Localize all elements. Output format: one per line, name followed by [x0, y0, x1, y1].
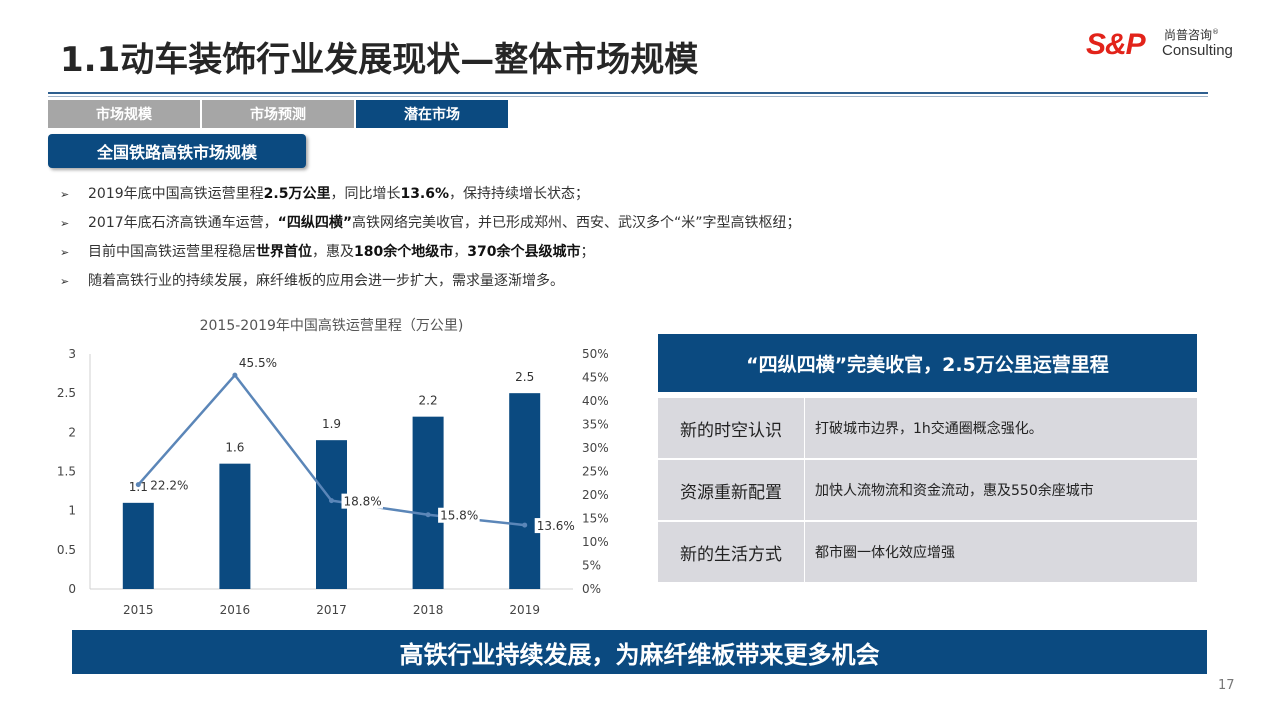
- x-tick-label: 2019: [509, 603, 540, 617]
- bar: [509, 393, 541, 589]
- info-key: 资源重新配置: [658, 460, 805, 520]
- line-point: [522, 522, 528, 528]
- info-value: 都市圈一体化效应增强: [815, 545, 955, 561]
- bar: [122, 502, 154, 589]
- line-point: [329, 498, 334, 504]
- x-tick-label: 2018: [413, 603, 444, 617]
- x-tick-label: 2015: [123, 603, 154, 617]
- line-label-bg: [438, 507, 480, 523]
- right-tick-label: 20%: [582, 488, 609, 502]
- bar-data-label: 2.2: [419, 394, 438, 408]
- right-tick-label: 15%: [582, 512, 609, 526]
- left-tick-label: 2: [68, 425, 76, 439]
- logo-cn: 尚普咨询®: [1164, 28, 1220, 42]
- right-tick-label: 10%: [582, 535, 609, 549]
- conclusion-banner: 高铁行业持续发展，为麻纤维板带来更多机会: [72, 630, 1207, 674]
- line-label-bg: [148, 477, 190, 493]
- bar-data-label: 1.6: [225, 441, 244, 455]
- tab-market-size[interactable]: 市场规模: [48, 100, 200, 128]
- bullet-item: ➢ 目前中国高铁运营里程稳居世界首位，惠及180余个地级市，370余个县级城市；: [60, 240, 801, 269]
- header-divider-thin: [48, 96, 1208, 97]
- tab-potential-market[interactable]: 潜在市场: [356, 100, 508, 128]
- tab-market-forecast[interactable]: 市场预测: [202, 100, 354, 128]
- line-data-label: 45.5%: [239, 356, 277, 370]
- bar: [219, 463, 251, 589]
- header-divider: [48, 92, 1208, 94]
- logo-mark: S&P: [1086, 28, 1146, 61]
- bullet-item: ➢ 2019年底中国高铁运营里程2.5万公里，同比增长13.6%，保持持续增长状态…: [60, 182, 801, 211]
- line-point: [425, 512, 431, 518]
- info-table-header: “四纵四横”完美收官，2.5万公里运营里程: [658, 334, 1197, 392]
- info-key: 新的时空认识: [658, 398, 805, 458]
- bullet-list: ➢ 2019年底中国高铁运营里程2.5万公里，同比增长13.6%，保持持续增长状态…: [60, 182, 801, 298]
- line-data-label: 13.6%: [537, 519, 575, 533]
- section-title: 全国铁路高铁市场规模: [48, 134, 306, 168]
- bullet-item: ➢ 随着高铁行业的持续发展，麻纤维板的应用会进一步扩大，需求量逐渐增多。: [60, 269, 801, 298]
- chart-title: 2015-2019年中国高铁运营里程（万公里): [200, 317, 464, 334]
- line-label-bg: [534, 518, 577, 534]
- right-tick-label: 35%: [582, 418, 609, 432]
- page-title: 1.1动车装饰行业发展现状—整体市场规模: [60, 40, 699, 80]
- line-point: [232, 372, 238, 378]
- line-point: [135, 482, 141, 488]
- right-tick-label: 50%: [582, 347, 609, 361]
- info-row: 新的生活方式 都市圈一体化效应增强: [658, 522, 1197, 582]
- bar: [412, 416, 444, 589]
- bar-data-label: 2.5: [515, 370, 534, 384]
- line-data-label: 22.2%: [150, 479, 188, 493]
- line-label-bg: [341, 493, 383, 509]
- line-data-label: 18.8%: [344, 495, 382, 509]
- line-data-label: 15.8%: [440, 509, 478, 523]
- arrow-icon: ➢: [60, 275, 70, 288]
- info-value: 打破城市边界，1h交通圈概念强化。: [815, 421, 1043, 437]
- left-tick-label: 3: [68, 347, 76, 361]
- arrow-icon: ➢: [60, 217, 70, 230]
- right-tick-label: 25%: [582, 465, 609, 479]
- line-label-bg: [236, 355, 279, 371]
- right-tick-label: 30%: [582, 441, 609, 455]
- x-tick-label: 2017: [316, 603, 347, 617]
- logo: S&P 尚普咨询® Consulting: [1086, 26, 1246, 66]
- right-tick-label: 45%: [582, 371, 609, 385]
- right-tick-label: 40%: [582, 394, 609, 408]
- bar: [316, 440, 347, 589]
- arrow-icon: ➢: [60, 246, 70, 259]
- x-tick-label: 2016: [220, 603, 251, 617]
- info-key: 新的生活方式: [658, 522, 805, 582]
- right-tick-label: 5%: [582, 559, 601, 573]
- left-tick-label: 0: [68, 582, 76, 596]
- left-tick-label: 0.5: [57, 543, 76, 557]
- info-row: 新的时空认识 打破城市边界，1h交通圈概念强化。: [658, 398, 1197, 458]
- left-tick-label: 1.5: [57, 465, 76, 479]
- bar-data-label: 1.9: [322, 417, 341, 431]
- page-number: 17: [1218, 678, 1235, 693]
- bullet-item: ➢ 2017年底石济高铁通车运营，“四纵四横”高铁网络完美收官，并已形成郑州、西安…: [60, 211, 801, 240]
- info-row: 资源重新配置 加快人流物流和资金流动，惠及550余座城市: [658, 460, 1197, 520]
- left-tick-label: 1: [68, 504, 76, 518]
- mileage-chart: 2015-2019年中国高铁运营里程（万公里)00.511.522.530%5%…: [57, 317, 609, 617]
- logo-en: Consulting: [1162, 42, 1233, 59]
- left-tick-label: 2.5: [57, 386, 76, 400]
- info-value: 加快人流物流和资金流动，惠及550余座城市: [815, 483, 1094, 499]
- right-tick-label: 0%: [582, 582, 601, 596]
- arrow-icon: ➢: [60, 188, 70, 201]
